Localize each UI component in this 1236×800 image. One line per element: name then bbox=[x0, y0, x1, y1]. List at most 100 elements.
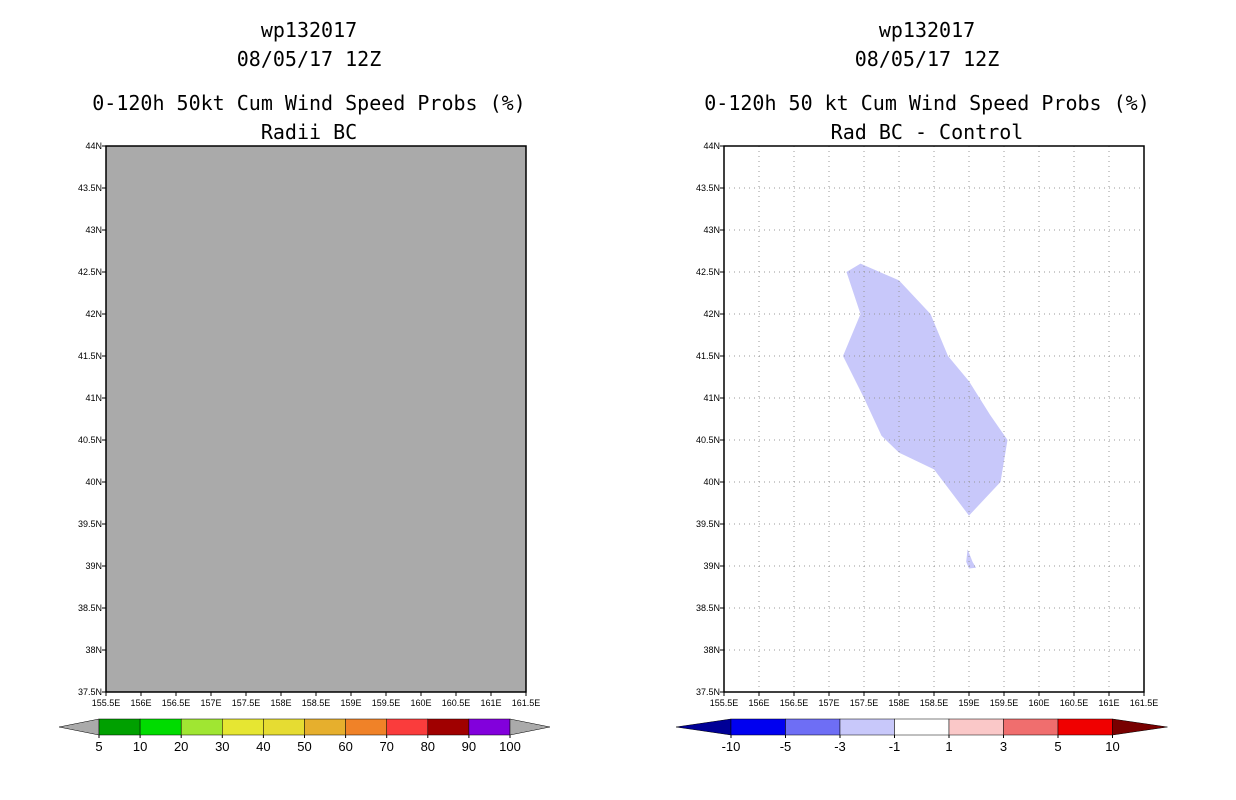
right-datetime: 08/05/17 12Z bbox=[855, 47, 1000, 71]
colorbar-box bbox=[386, 718, 429, 736]
colorbar-box bbox=[263, 718, 305, 736]
x-tick-label: 157E bbox=[200, 698, 221, 708]
x-tick-label: 158.5E bbox=[302, 698, 331, 708]
x-tick-label: 157.5E bbox=[232, 698, 261, 708]
colorbar-box bbox=[1003, 718, 1059, 736]
y-tick-label: 38.5N bbox=[78, 603, 102, 613]
colorbar-label: -10 bbox=[722, 739, 741, 754]
x-tick-label: 157E bbox=[818, 698, 839, 708]
x-tick-label: 158E bbox=[270, 698, 291, 708]
left-subtitle: Radii BC bbox=[261, 120, 357, 144]
y-tick-label: 41.5N bbox=[78, 351, 102, 361]
y-tick-label: 42N bbox=[703, 309, 720, 319]
x-tick-label: 160.5E bbox=[442, 698, 471, 708]
x-tick-label: 161E bbox=[1098, 698, 1119, 708]
y-tick-label: 42N bbox=[85, 309, 102, 319]
x-tick-label: 156.5E bbox=[162, 698, 191, 708]
y-tick-label: 40N bbox=[703, 477, 720, 487]
colorbar-box bbox=[139, 718, 182, 736]
colorbar-under-triangle bbox=[675, 718, 732, 736]
x-tick-label: 159E bbox=[340, 698, 361, 708]
left-x-axis: 155.5E 156E 156.5E 157E 157.5E 158E 158.5E 159E… bbox=[92, 692, 540, 708]
left-title: 0-120h 50kt Cum Wind Speed Probs (%) bbox=[92, 91, 525, 115]
y-tick-label: 38N bbox=[85, 645, 102, 655]
colorbar-label: -1 bbox=[889, 739, 901, 754]
colorbar-label: 5 bbox=[95, 739, 102, 754]
anomaly-region bbox=[843, 263, 1008, 516]
colorbar-box bbox=[730, 718, 786, 736]
colorbar-label: 1 bbox=[945, 739, 952, 754]
y-tick-label: 39.5N bbox=[696, 519, 720, 529]
x-tick-label: 159E bbox=[958, 698, 979, 708]
y-tick-label: 43N bbox=[85, 225, 102, 235]
y-tick-label: 37.5N bbox=[78, 687, 102, 697]
colorbar-label: 60 bbox=[338, 739, 352, 754]
colorbar-box bbox=[304, 718, 346, 736]
colorbar-label: 90 bbox=[462, 739, 476, 754]
y-tick-label: 42.5N bbox=[78, 267, 102, 277]
colorbar-label: 10 bbox=[1105, 739, 1119, 754]
colorbar-box bbox=[948, 718, 1004, 736]
colorbar-label: 50 bbox=[297, 739, 311, 754]
right-x-axis: 155.5E 156E 156.5E 157E 157.5E 158E 158.5E 159E… bbox=[710, 692, 1159, 708]
colorbar-box bbox=[345, 718, 387, 736]
left-y-axis: 37.5N 38N 38.5N 39N 39.5N 40N 40.5N 41N 41.5N 42N… bbox=[78, 141, 106, 697]
y-tick-label: 39N bbox=[703, 561, 720, 571]
colorbar-label: 100 bbox=[499, 739, 521, 754]
right-colorbar: -10 -5 -3 -1 1 3 5 10 bbox=[675, 718, 1168, 754]
left-plot-background bbox=[105, 145, 527, 693]
x-tick-label: 161.5E bbox=[1130, 698, 1159, 708]
y-tick-label: 43.5N bbox=[696, 183, 720, 193]
colorbar-label: 10 bbox=[133, 739, 147, 754]
left-colorbar: 5 10 20 30 40 50 60 70 80 90 100 bbox=[58, 718, 551, 754]
colorbar-under-triangle bbox=[58, 718, 100, 736]
colorbar-box bbox=[180, 718, 223, 736]
y-tick-label: 42.5N bbox=[696, 267, 720, 277]
y-tick-label: 39N bbox=[85, 561, 102, 571]
left-plot bbox=[105, 145, 527, 693]
x-tick-label: 161E bbox=[480, 698, 501, 708]
colorbar-label: 70 bbox=[379, 739, 393, 754]
colorbar-box bbox=[98, 718, 141, 736]
x-tick-label: 160E bbox=[410, 698, 431, 708]
x-tick-label: 160.5E bbox=[1060, 698, 1089, 708]
anomaly-region bbox=[966, 549, 976, 569]
colorbar-label: -5 bbox=[780, 739, 792, 754]
x-tick-label: 156E bbox=[748, 698, 769, 708]
y-tick-label: 43N bbox=[703, 225, 720, 235]
x-tick-label: 158E bbox=[888, 698, 909, 708]
colorbar-label: 80 bbox=[421, 739, 435, 754]
colorbar-box bbox=[222, 718, 264, 736]
y-tick-label: 40N bbox=[85, 477, 102, 487]
left-storm-id: wp132017 bbox=[261, 18, 357, 42]
x-tick-label: 155.5E bbox=[710, 698, 739, 708]
y-tick-label: 43.5N bbox=[78, 183, 102, 193]
colorbar-label: 40 bbox=[256, 739, 270, 754]
y-tick-label: 38N bbox=[703, 645, 720, 655]
y-tick-label: 41N bbox=[703, 393, 720, 403]
colorbar-box bbox=[1057, 718, 1113, 736]
right-anomaly-regions bbox=[843, 263, 1008, 569]
x-tick-label: 159.5E bbox=[990, 698, 1019, 708]
x-tick-label: 156E bbox=[130, 698, 151, 708]
x-tick-label: 156.5E bbox=[780, 698, 809, 708]
y-tick-label: 37.5N bbox=[696, 687, 720, 697]
right-plot bbox=[723, 145, 1145, 693]
colorbar-label: 20 bbox=[174, 739, 188, 754]
x-tick-label: 159.5E bbox=[372, 698, 401, 708]
y-tick-label: 44N bbox=[703, 141, 720, 151]
colorbar-box bbox=[427, 718, 470, 736]
colorbar-label: 3 bbox=[1000, 739, 1007, 754]
colorbar-over-triangle bbox=[509, 718, 551, 736]
y-tick-label: 39.5N bbox=[78, 519, 102, 529]
colorbar-box bbox=[894, 718, 950, 736]
colorbar-over-triangle bbox=[1112, 718, 1168, 736]
right-grid bbox=[724, 146, 1144, 692]
x-tick-label: 155.5E bbox=[92, 698, 121, 708]
y-tick-label: 40.5N bbox=[78, 435, 102, 445]
colorbar-label: 5 bbox=[1054, 739, 1061, 754]
right-subtitle: Rad BC - Control bbox=[831, 120, 1024, 144]
right-storm-id: wp132017 bbox=[879, 18, 975, 42]
colorbar-box bbox=[785, 718, 841, 736]
